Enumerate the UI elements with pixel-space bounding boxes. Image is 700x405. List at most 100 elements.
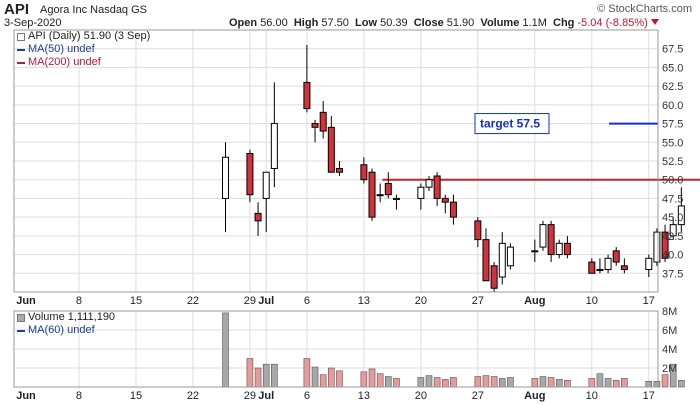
candle-body [612, 250, 620, 263]
high-label: High [293, 17, 319, 29]
price-grid [14, 30, 658, 292]
volume-bar [498, 378, 506, 388]
legend-price: API (Daily) 51.90 (3 Sep) [17, 30, 150, 43]
legend-ma60: MA(60) undef [17, 324, 115, 337]
candle-body [262, 171, 270, 199]
x-tick-label: Jul [258, 390, 274, 402]
ohlc-readout: Open 56.00 High 57.50 Low 50.39 Close 51… [229, 17, 659, 29]
candle-body [588, 261, 596, 274]
x-tick-label: 20 [415, 295, 427, 307]
candle-body [547, 224, 555, 256]
low-label: Low [355, 17, 378, 29]
volume-bar [319, 374, 327, 388]
volume-bar [588, 378, 596, 388]
x-tick-label: 27 [472, 390, 484, 402]
volume-bar [474, 376, 482, 388]
ma200-swatch-icon [17, 61, 25, 64]
x-tick-label: 27 [472, 295, 484, 307]
volume-label: Volume [480, 17, 520, 29]
x-tick-label: 17 [643, 390, 655, 402]
price-tick-label: 62.5 [662, 81, 683, 93]
volume-bar [376, 373, 384, 388]
candle-body [384, 182, 392, 196]
x-tick-label: 8 [76, 390, 82, 402]
x-tick-label: 13 [358, 390, 370, 402]
candle-body [392, 197, 400, 200]
volume-bars [222, 312, 685, 388]
open-label: Open [229, 17, 258, 29]
legend-ma60-label: MA(60) undef [28, 324, 95, 336]
candle-body [311, 123, 319, 128]
ma60-swatch-icon [17, 329, 25, 332]
ticker-symbol: API [4, 1, 30, 18]
volume-bar [360, 371, 368, 388]
x-tick-label: Jul [258, 295, 274, 307]
volume-bar [596, 373, 604, 388]
candle-body [596, 269, 604, 272]
volume-bar [433, 377, 441, 388]
candle-body [620, 265, 628, 271]
volume-bar [222, 312, 229, 388]
volume-tick-label: 2M [662, 363, 677, 375]
volume-bar [564, 380, 571, 388]
candle-body [319, 111, 327, 132]
candle-body [449, 201, 457, 218]
close-value: 51.90 [446, 17, 475, 29]
candle-body [531, 250, 539, 253]
volume-bar [612, 380, 620, 388]
price-legend: API (Daily) 51.90 (3 Sep) MA(50) undef M… [17, 30, 150, 69]
candle-body [360, 164, 368, 181]
volume-bar [661, 374, 669, 388]
candle-body [555, 242, 563, 256]
volume-bar [490, 376, 498, 388]
x-tick-label: 10 [586, 390, 598, 402]
volume-tick-label: 6M [662, 325, 677, 337]
x-tick-label: Aug [524, 390, 545, 402]
chart-header: API Agora Inc Nasdaq GS 3-Sep-2020 © Sto… [0, 0, 700, 30]
volume-tick-label: 8M [662, 306, 677, 318]
price-tick-label: 57.5 [662, 119, 683, 131]
volume-bar [271, 363, 278, 388]
volume-swatch-icon [17, 313, 25, 322]
x-tick-label: 15 [130, 295, 142, 307]
candle-body [417, 186, 425, 199]
volume-bar [547, 377, 555, 388]
candle-body [498, 242, 506, 278]
volume-bar [531, 378, 539, 388]
candle-body [604, 257, 612, 271]
volume-bar [384, 376, 392, 388]
price-x-axis: Jun8152229Jul6132027Aug101724Sep8 [16, 295, 700, 307]
price-tick-label: 67.5 [662, 44, 683, 56]
candle-body [368, 171, 376, 218]
volume-bar [425, 375, 433, 388]
x-tick-label: 20 [415, 390, 427, 402]
x-tick-label: 6 [304, 390, 310, 402]
candle-body [669, 224, 677, 237]
price-tick-label: 37.5 [662, 268, 683, 280]
x-tick-label: Jun [16, 295, 36, 307]
volume-bar [669, 363, 677, 388]
legend-ma50: MA(50) undef [17, 43, 150, 56]
volume-bar [555, 379, 563, 388]
x-tick-label: 29 [244, 295, 256, 307]
price-tick-label: 42.5 [662, 231, 683, 243]
legend-volume-label: Volume 1,111,190 [28, 311, 116, 323]
candle-body [653, 231, 661, 263]
price-tick-label: 47.5 [662, 193, 683, 205]
volume-bar [336, 370, 343, 388]
x-tick-label: 22 [187, 295, 199, 307]
candle-swatch-icon [17, 32, 25, 41]
candle-body [506, 246, 514, 267]
volume-bar [645, 380, 653, 388]
candle-body [661, 231, 669, 259]
price-tick-label: 65.0 [662, 62, 683, 74]
volume-tick-label: 4M [662, 344, 677, 356]
candle-body [270, 123, 278, 169]
x-tick-label: 17 [643, 295, 655, 307]
target-annotation: target 57.5 [474, 113, 550, 135]
candle-body [490, 265, 498, 289]
volume-bar [604, 378, 612, 388]
volume-bar [254, 367, 262, 388]
volume-bar [262, 363, 270, 388]
